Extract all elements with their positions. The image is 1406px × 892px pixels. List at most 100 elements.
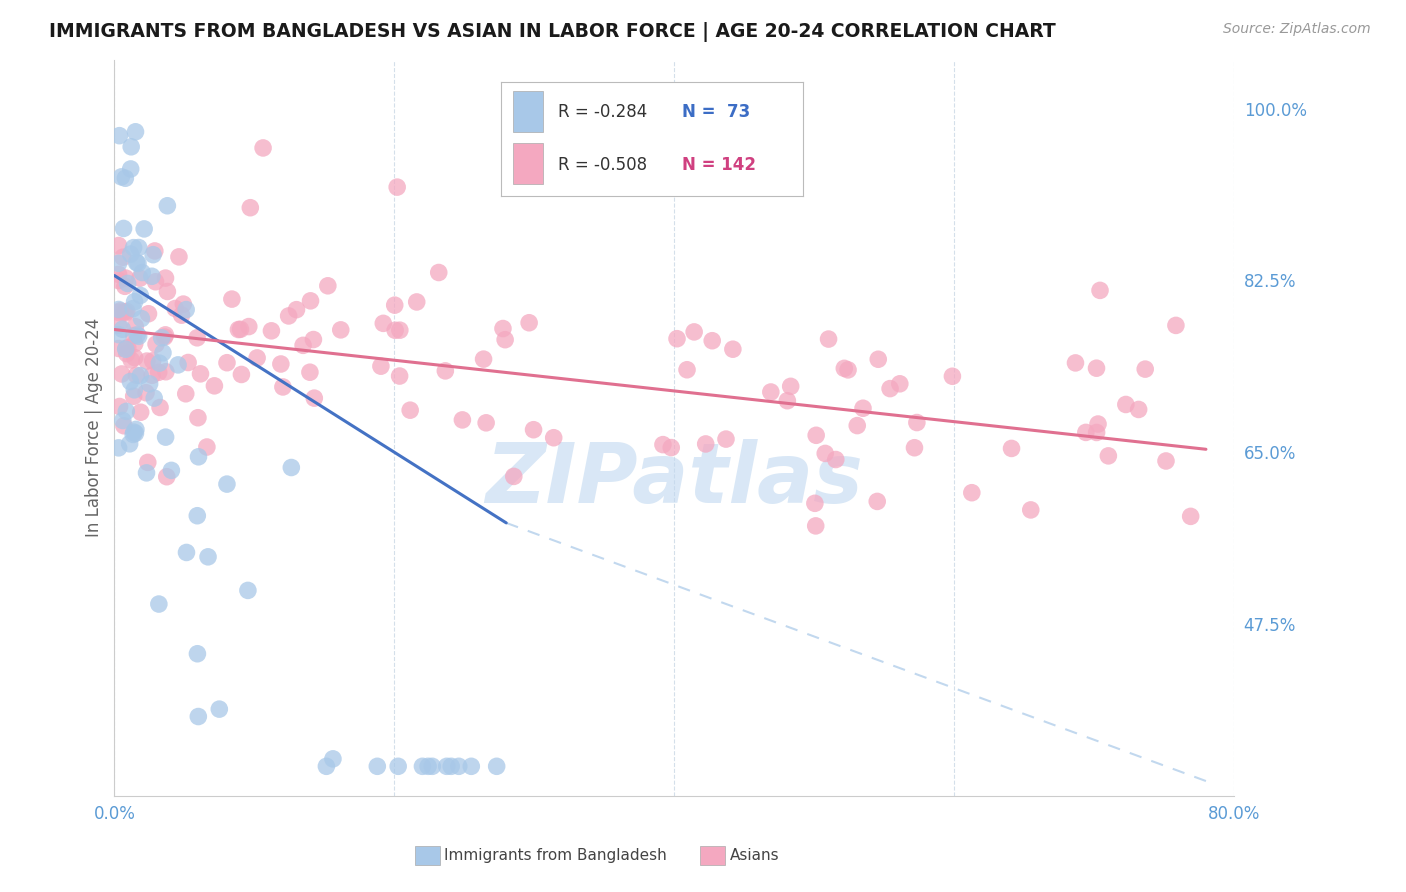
Point bbox=[120, 247, 142, 261]
Point bbox=[167, 250, 190, 264]
Point bbox=[1087, 417, 1109, 431]
Point bbox=[246, 351, 269, 365]
Point bbox=[115, 342, 138, 356]
Point bbox=[866, 494, 889, 508]
Point bbox=[366, 759, 388, 773]
Point bbox=[475, 416, 498, 430]
Point bbox=[905, 416, 928, 430]
Point bbox=[167, 358, 190, 372]
Point bbox=[114, 271, 136, 285]
Point bbox=[239, 201, 262, 215]
Point bbox=[142, 354, 165, 368]
Point bbox=[804, 428, 827, 442]
Point bbox=[143, 391, 166, 405]
Point bbox=[136, 455, 159, 469]
Point bbox=[165, 301, 187, 316]
Point bbox=[420, 759, 443, 773]
Point bbox=[316, 278, 339, 293]
Point bbox=[1164, 318, 1187, 333]
Point bbox=[373, 317, 395, 331]
Point bbox=[122, 328, 145, 343]
Point bbox=[122, 241, 145, 255]
Point bbox=[128, 241, 150, 255]
Point bbox=[387, 759, 409, 773]
Point bbox=[236, 583, 259, 598]
Point bbox=[124, 383, 146, 397]
Point bbox=[187, 450, 209, 464]
Point bbox=[370, 359, 392, 374]
Point bbox=[129, 271, 152, 285]
Point bbox=[145, 275, 167, 289]
Point bbox=[124, 351, 146, 365]
Point bbox=[543, 431, 565, 445]
Point bbox=[108, 128, 131, 143]
Point bbox=[285, 302, 308, 317]
Point bbox=[231, 368, 253, 382]
Point bbox=[129, 405, 152, 419]
Point bbox=[141, 269, 163, 284]
Text: ZIPatlas: ZIPatlas bbox=[485, 439, 863, 520]
Point bbox=[1128, 402, 1150, 417]
Point bbox=[107, 327, 129, 342]
Point bbox=[666, 332, 689, 346]
Point bbox=[174, 302, 197, 317]
Point bbox=[107, 238, 129, 252]
Point bbox=[702, 334, 724, 348]
Point bbox=[107, 302, 129, 317]
Point bbox=[416, 759, 439, 773]
Point bbox=[190, 367, 212, 381]
Point bbox=[271, 380, 294, 394]
Point bbox=[434, 364, 457, 378]
Point bbox=[1064, 356, 1087, 370]
Point bbox=[502, 469, 524, 483]
Point bbox=[494, 333, 516, 347]
Point bbox=[107, 441, 129, 455]
Point bbox=[960, 485, 983, 500]
Point bbox=[721, 342, 744, 356]
Point bbox=[485, 759, 508, 773]
Point bbox=[110, 169, 132, 184]
Point bbox=[399, 403, 422, 417]
Point bbox=[117, 277, 139, 291]
Point bbox=[384, 323, 406, 337]
Point bbox=[759, 384, 782, 399]
Point bbox=[156, 285, 179, 299]
Point bbox=[817, 332, 839, 346]
Point bbox=[652, 437, 675, 451]
Text: Immigrants from Bangladesh: Immigrants from Bangladesh bbox=[444, 848, 666, 863]
Point bbox=[124, 336, 146, 351]
Point bbox=[112, 221, 135, 235]
Point bbox=[118, 437, 141, 451]
Point bbox=[1097, 449, 1119, 463]
Point bbox=[150, 331, 173, 345]
Point bbox=[221, 292, 243, 306]
Point bbox=[114, 171, 136, 186]
Point bbox=[868, 352, 890, 367]
Point bbox=[142, 248, 165, 262]
Point bbox=[889, 376, 911, 391]
Point bbox=[238, 319, 260, 334]
Point bbox=[1115, 397, 1137, 411]
Point bbox=[186, 647, 208, 661]
Point bbox=[187, 410, 209, 425]
Point bbox=[143, 244, 166, 258]
Point bbox=[129, 368, 152, 383]
Point bbox=[384, 298, 406, 312]
Text: IMMIGRANTS FROM BANGLADESH VS ASIAN IN LABOR FORCE | AGE 20-24 CORRELATION CHART: IMMIGRANTS FROM BANGLADESH VS ASIAN IN L… bbox=[49, 22, 1056, 42]
Point bbox=[112, 305, 135, 319]
Point bbox=[120, 353, 142, 368]
Point bbox=[107, 268, 129, 282]
Point bbox=[714, 432, 737, 446]
Point bbox=[107, 274, 129, 288]
Point bbox=[117, 341, 139, 355]
Point bbox=[122, 389, 145, 403]
Point bbox=[128, 329, 150, 343]
Point bbox=[155, 327, 177, 342]
Point bbox=[195, 440, 218, 454]
Text: Source: ZipAtlas.com: Source: ZipAtlas.com bbox=[1223, 22, 1371, 37]
Point bbox=[280, 460, 302, 475]
Point bbox=[122, 301, 145, 316]
Point bbox=[695, 437, 717, 451]
Point bbox=[659, 441, 682, 455]
Point bbox=[436, 759, 458, 773]
